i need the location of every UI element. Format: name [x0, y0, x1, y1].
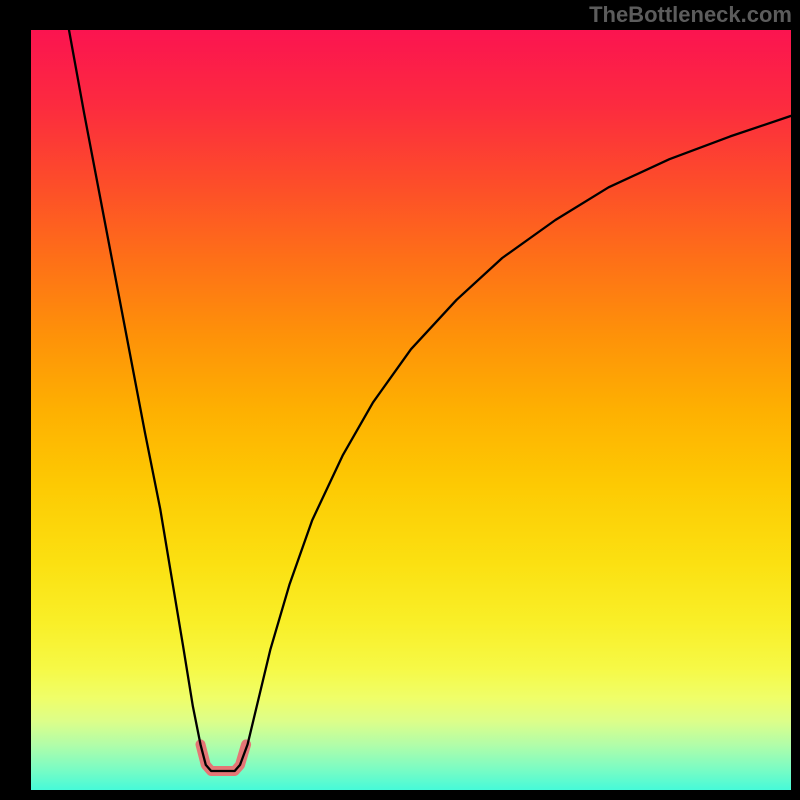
bottleneck-curve-chart	[31, 30, 791, 790]
watermark-text: TheBottleneck.com	[589, 2, 792, 28]
chart-container: TheBottleneck.com	[0, 0, 800, 800]
plot-area	[31, 30, 791, 790]
chart-background	[31, 30, 791, 790]
